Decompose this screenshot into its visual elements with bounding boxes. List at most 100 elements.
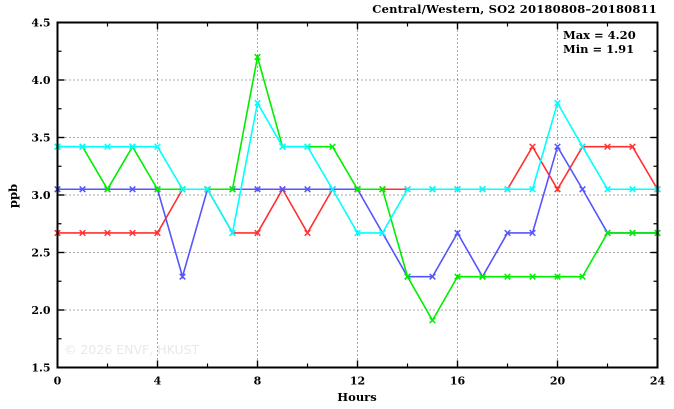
data-point-marker [554, 185, 561, 193]
marker-stroke [404, 185, 411, 193]
data-point-marker [379, 229, 386, 237]
data-point-marker [229, 185, 236, 193]
x-tick-label: 24 [650, 375, 666, 388]
data-series-layer [54, 53, 661, 324]
data-point-marker [154, 185, 161, 193]
marker-stroke [529, 143, 536, 151]
marker-stroke [129, 229, 136, 237]
data-point-marker [104, 229, 111, 237]
data-point-marker [404, 185, 411, 193]
marker-stroke [304, 143, 311, 151]
marker-stroke [629, 143, 636, 151]
grid-lines [57, 22, 658, 368]
marker-stroke [579, 273, 586, 280]
marker-stroke [429, 273, 436, 280]
marker-stroke [279, 185, 286, 193]
data-point-marker [129, 143, 136, 151]
data-point-marker [554, 143, 561, 151]
data-point-marker [479, 273, 486, 280]
marker-stroke [504, 185, 511, 193]
data-point-marker [79, 229, 86, 237]
data-point-marker [254, 99, 261, 107]
x-tick-label: 4 [154, 375, 162, 388]
marker-stroke [329, 143, 336, 151]
watermark: © 2026 ENVF, HKUST [64, 342, 200, 357]
data-point-marker [479, 185, 486, 193]
marker-stroke [379, 229, 386, 237]
data-point-marker [554, 99, 561, 107]
marker-stroke [154, 185, 161, 193]
marker-stroke [479, 273, 486, 280]
data-point-marker [304, 229, 311, 237]
data-point-marker [454, 185, 461, 193]
marker-stroke [229, 185, 236, 193]
data-point-marker [129, 229, 136, 237]
data-point-marker [104, 185, 111, 193]
marker-stroke [129, 185, 136, 193]
marker-stroke [454, 185, 461, 193]
data-point-marker [179, 185, 186, 193]
data-point-marker [254, 53, 261, 61]
marker-stroke [454, 273, 461, 280]
marker-stroke [579, 143, 586, 151]
marker-stroke [629, 229, 636, 237]
marker-stroke [554, 99, 561, 107]
marker-stroke [254, 185, 261, 193]
marker-stroke [554, 273, 561, 280]
marker-stroke [529, 273, 536, 280]
marker-stroke [504, 229, 511, 237]
data-point-marker [254, 185, 261, 193]
data-point-marker [504, 185, 511, 193]
marker-stroke [154, 143, 161, 151]
data-point-marker [504, 273, 511, 280]
y-tick-label: 3.5 [31, 132, 50, 145]
marker-stroke [304, 229, 311, 237]
min-annotation: Min = 1.91 [563, 42, 634, 56]
marker-stroke [529, 229, 536, 237]
data-point-marker [579, 143, 586, 151]
marker-stroke [179, 185, 186, 193]
data-point-marker [579, 185, 586, 193]
marker-stroke [354, 185, 361, 193]
y-tick-label: 1.5 [31, 362, 50, 375]
y-axis-label: ppb [6, 184, 20, 208]
y-tick-label: 2.0 [31, 304, 50, 317]
data-point-marker [304, 143, 311, 151]
x-tick-label: 8 [254, 375, 262, 388]
marker-stroke [404, 273, 411, 280]
marker-stroke [304, 185, 311, 193]
marker-stroke [129, 143, 136, 151]
series-day4 [54, 99, 661, 237]
marker-stroke [529, 185, 536, 193]
data-point-marker [529, 273, 536, 280]
data-point-marker [454, 229, 461, 237]
y-tick-label: 4.0 [31, 74, 50, 87]
data-point-marker [129, 185, 136, 193]
data-point-marker [329, 185, 336, 193]
data-point-marker [279, 185, 286, 193]
marker-stroke [79, 229, 86, 237]
data-point-marker [154, 229, 161, 237]
x-tick-label: 0 [54, 375, 62, 388]
data-point-marker [579, 273, 586, 280]
data-point-marker [329, 143, 336, 151]
page-title: Central/Western, SO2 20180808–20180811 [372, 2, 657, 16]
marker-stroke [254, 99, 261, 107]
x-tick-label: 12 [350, 375, 365, 388]
data-point-marker [79, 185, 86, 193]
data-point-marker [104, 143, 111, 151]
data-point-marker [529, 143, 536, 151]
series-line-day2 [57, 144, 658, 280]
marker-stroke [154, 229, 161, 237]
data-point-marker [429, 185, 436, 193]
data-point-marker [429, 317, 436, 324]
marker-stroke [604, 185, 611, 193]
marker-stroke [254, 53, 261, 61]
marker-stroke [554, 185, 561, 193]
tick-labels: 0 4 8 12 16 20 24 1.5 2.0 2.5 3.0 3.5 4.0 4.5 [31, 17, 665, 388]
data-point-marker [304, 185, 311, 193]
data-point-marker [629, 143, 636, 151]
data-point-marker [504, 229, 511, 237]
marker-stroke [79, 143, 86, 151]
